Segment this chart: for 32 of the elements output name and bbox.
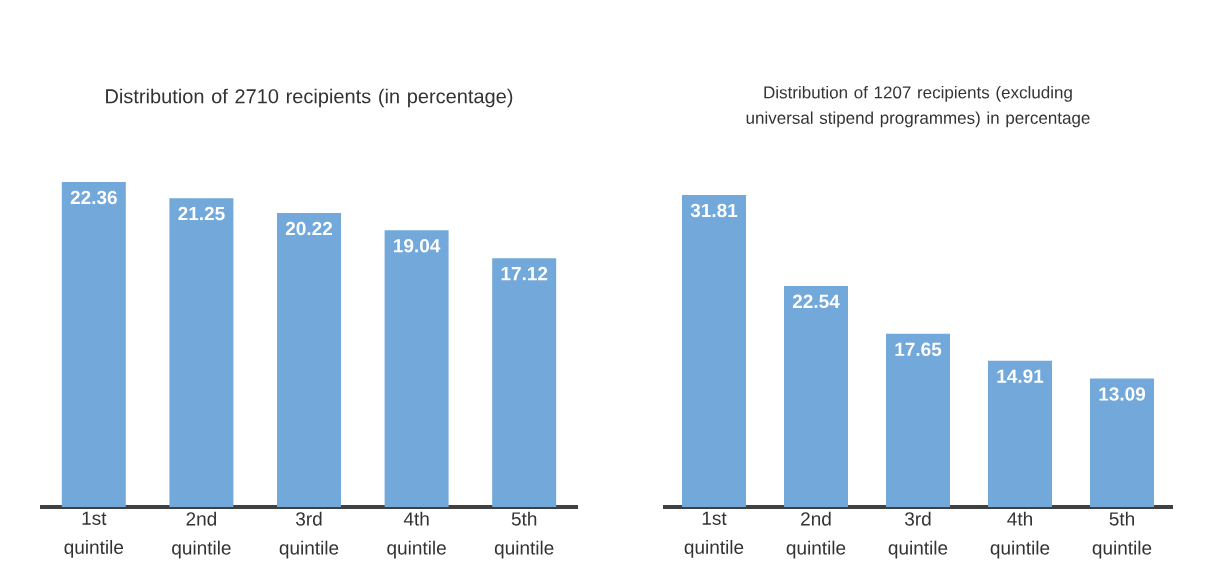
data-label: 13.09 [1099, 387, 1146, 401]
x-tick-label: 3rd quintile [279, 511, 339, 559]
bar [277, 213, 342, 507]
bar [1090, 378, 1154, 507]
bar [886, 333, 950, 507]
data-label: 20.22 [285, 221, 333, 236]
bar [988, 360, 1052, 507]
x-tick-label: 2nd quintile [786, 511, 846, 559]
data-label: 17.65 [895, 342, 942, 357]
x-tick-label: 5th quintile [1092, 511, 1152, 559]
x-tick-label: 3rd quintile [888, 511, 948, 559]
x-tick-label: 4th quintile [387, 511, 446, 559]
bar [169, 198, 234, 507]
data-label: 14.91 [997, 369, 1044, 383]
bar [61, 181, 126, 507]
data-label: 21.25 [178, 206, 225, 221]
chart-title: Distribution of 2710 recipients (in percentage) [106, 88, 513, 108]
data-label: 22.54 [792, 294, 840, 309]
chart-title: Distribution of 1207 recipients (excluding universal stipend programmes) in percentage [746, 85, 1090, 128]
data-label: 17.12 [501, 266, 548, 281]
x-tick-label: 1st quintile [684, 511, 744, 558]
data-label: 31.81 [690, 203, 738, 218]
bar [492, 258, 557, 507]
x-tick-label: 4th quintile [990, 511, 1050, 559]
x-tick-label: 5th quintile [494, 511, 554, 559]
data-label: 19.04 [394, 238, 441, 253]
bar [384, 230, 449, 507]
bar [682, 194, 746, 507]
x-tick-label: 2nd quintile [172, 511, 231, 559]
x-tick-label: 1st quintile [64, 511, 124, 558]
bar [784, 285, 848, 507]
data-label: 22.36 [70, 190, 117, 205]
